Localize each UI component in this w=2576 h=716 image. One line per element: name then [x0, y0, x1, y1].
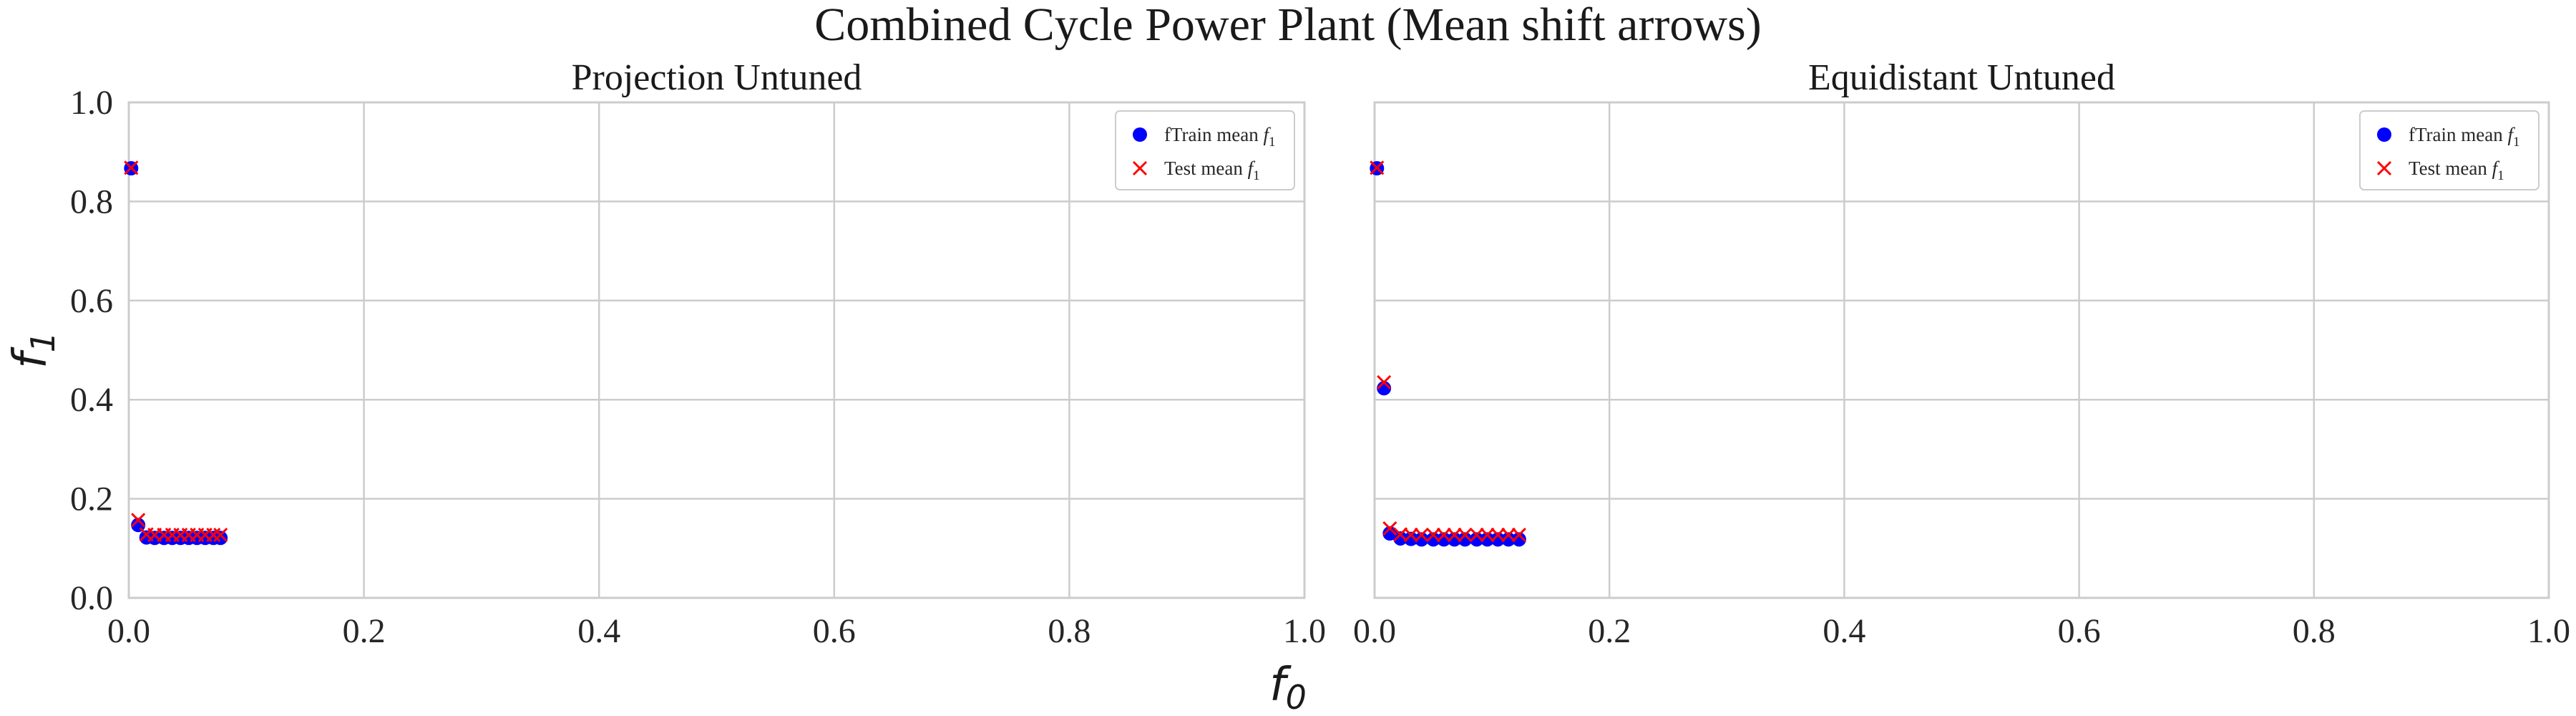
x-tick-label: 1.0 [1283, 612, 1326, 650]
train-mean-point [1491, 532, 1506, 547]
train-mean-point [1458, 532, 1473, 547]
y-tick-label: 1.0 [70, 84, 113, 122]
test-mean-point [1480, 528, 1495, 543]
legend-box [2359, 110, 2540, 190]
x-marker-stroke [1382, 521, 1397, 536]
x-marker-stroke [1403, 528, 1418, 543]
x-tick-label: 0.2 [343, 612, 386, 650]
x-marker-stroke [1377, 374, 1392, 390]
x-tick-label: 0.8 [1048, 612, 1091, 650]
legend-circle-marker [2377, 127, 2391, 142]
y-tick-label: 0.2 [70, 480, 113, 518]
series-x [124, 160, 228, 543]
series-circle [1370, 161, 1526, 547]
x-marker-stroke [1370, 160, 1385, 175]
x-marker-stroke [1132, 160, 1148, 176]
test-mean-point [1370, 160, 1385, 175]
train-mean-point [1511, 532, 1526, 547]
y-tick-label: 0.0 [70, 579, 113, 617]
x-marker-stroke [1511, 528, 1526, 543]
plot-frame [127, 101, 1306, 599]
test-mean-point [206, 528, 221, 543]
test-mean-point [1382, 521, 1397, 536]
y-tick-label: 0.6 [70, 282, 113, 320]
test-mean-point [1403, 528, 1418, 543]
legend-box [1115, 110, 1295, 190]
x-tick-label: 0.4 [577, 612, 620, 650]
x-marker-stroke [1458, 528, 1473, 543]
test-mean-point [1501, 528, 1516, 543]
test-mean-point [1469, 528, 1484, 543]
x-tick-label: 0.8 [2293, 612, 2336, 650]
x-tick-label: 0.0 [107, 612, 150, 650]
test-mean-point [1511, 528, 1526, 543]
y-tick-label: 0.8 [70, 183, 113, 221]
series-x [1370, 160, 1526, 543]
train-mean-point [213, 531, 228, 546]
test-mean-point [213, 528, 228, 543]
legend-x-marker [2376, 160, 2392, 176]
train-mean-point [1480, 532, 1495, 547]
test-mean-point [1377, 374, 1392, 390]
x-marker-stroke [131, 513, 146, 528]
x-tick-label: 0.2 [1588, 612, 1631, 650]
x-marker-stroke [1501, 528, 1516, 543]
test-mean-point [1414, 528, 1429, 543]
subplot-title: Equidistant Untuned [1808, 57, 2115, 98]
train-mean-point [1501, 532, 1516, 547]
panel-2: Equidistant Untuned 0.0 0.2 0.4 0.6 0.8 1.0 fTr… [1353, 57, 2570, 650]
test-mean-point [1458, 528, 1473, 543]
x-marker-stroke [1491, 528, 1506, 543]
test-mean-point [1425, 528, 1441, 543]
test-mean-point [1447, 528, 1462, 543]
train-mean-point [1403, 531, 1418, 546]
train-mean-point [1447, 532, 1462, 547]
x-marker-stroke [1436, 528, 1451, 543]
panel-1: Projection Untuned 0.0 0.2 0.4 0.6 0.8 1.0 0.0 0… [70, 57, 1326, 650]
subplot-title: Projection Untuned [572, 57, 862, 98]
train-mean-point [1469, 532, 1484, 547]
x-marker-stroke [1447, 528, 1462, 543]
x-axis-label: f0 [1269, 659, 1307, 716]
test-mean-point [1436, 528, 1451, 543]
x-marker-stroke [213, 528, 228, 543]
legend-x-marker [1132, 160, 1148, 176]
x-marker-stroke [1480, 528, 1495, 543]
train-mean-point [1436, 532, 1451, 547]
figure-title: Combined Cycle Power Plant (Mean shift a… [814, 0, 1762, 51]
x-tick-label: 0.0 [1353, 612, 1396, 650]
y-axis-label: f1 [4, 332, 62, 369]
x-marker-stroke [206, 528, 221, 543]
x-tick-label: 1.0 [2527, 612, 2570, 650]
test-mean-point [131, 513, 146, 528]
plot-frame [1373, 101, 2550, 599]
test-mean-point [124, 160, 139, 175]
x-marker-stroke [124, 160, 139, 175]
x-marker-stroke [1425, 528, 1441, 543]
x-marker-stroke [2376, 160, 2392, 176]
test-mean-point [1491, 528, 1506, 543]
x-tick-label: 0.6 [813, 612, 856, 650]
x-tick-label: 0.6 [2058, 612, 2101, 650]
x-tick-label: 0.4 [1823, 612, 1865, 650]
series-circle [124, 161, 228, 546]
train-mean-point [1393, 531, 1408, 546]
train-mean-point [1414, 532, 1429, 547]
x-marker-stroke [1469, 528, 1484, 543]
x-marker-stroke [1414, 528, 1429, 543]
legend-circle-marker [1133, 127, 1147, 142]
y-tick-label: 0.4 [70, 381, 113, 419]
train-mean-point [1426, 532, 1441, 547]
